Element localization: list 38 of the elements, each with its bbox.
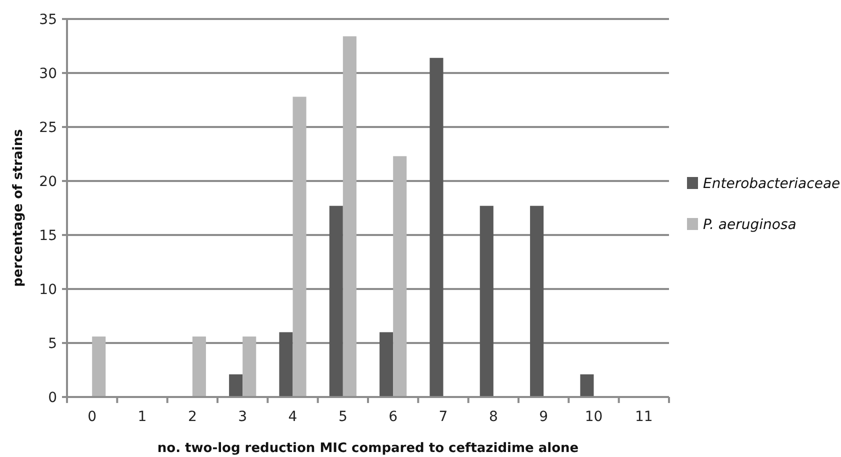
bar — [292, 96, 306, 397]
x-tick-label: 2 — [188, 409, 197, 425]
y-tick-label: 20 — [39, 174, 57, 190]
x-tick-label: 8 — [488, 409, 498, 425]
bar — [580, 374, 594, 397]
y-axis-title: percentage of strains — [11, 128, 26, 287]
x-tick-label: 6 — [388, 409, 398, 425]
bar — [480, 206, 494, 397]
bar — [242, 336, 256, 397]
x-tick-label: 1 — [138, 409, 147, 425]
legend-label: P. aeruginosa — [703, 216, 796, 233]
y-tick-label: 5 — [48, 336, 57, 352]
bar — [279, 332, 293, 397]
y-tick-label: 35 — [39, 12, 57, 28]
x-tick-label: 3 — [238, 409, 248, 425]
x-tick-label: 0 — [88, 409, 97, 425]
y-tick-label: 15 — [39, 228, 57, 244]
x-tick-label: 9 — [539, 409, 548, 425]
y-tick-label: 0 — [48, 390, 57, 406]
bar — [192, 336, 206, 397]
bar — [430, 58, 444, 397]
x-tick-label: 10 — [584, 409, 603, 425]
y-tick-label: 30 — [39, 66, 57, 82]
y-tick-label: 10 — [39, 282, 57, 298]
legend-label: Enterobacteriaceae — [703, 176, 840, 192]
x-tick-label: 7 — [438, 409, 448, 425]
bar — [530, 206, 544, 397]
y-tick-label: 25 — [39, 120, 57, 136]
x-tick-label: 11 — [635, 409, 653, 425]
bar — [393, 156, 407, 397]
bar — [92, 336, 106, 397]
x-tick-label: 4 — [288, 409, 298, 425]
bar — [229, 374, 243, 397]
x-axis-title: no. two-log reduction MIC compared to ceftazidime alone — [157, 441, 579, 456]
bar — [329, 206, 343, 397]
bar — [380, 332, 394, 397]
bar — [342, 36, 356, 397]
x-tick-label: 5 — [338, 409, 348, 425]
